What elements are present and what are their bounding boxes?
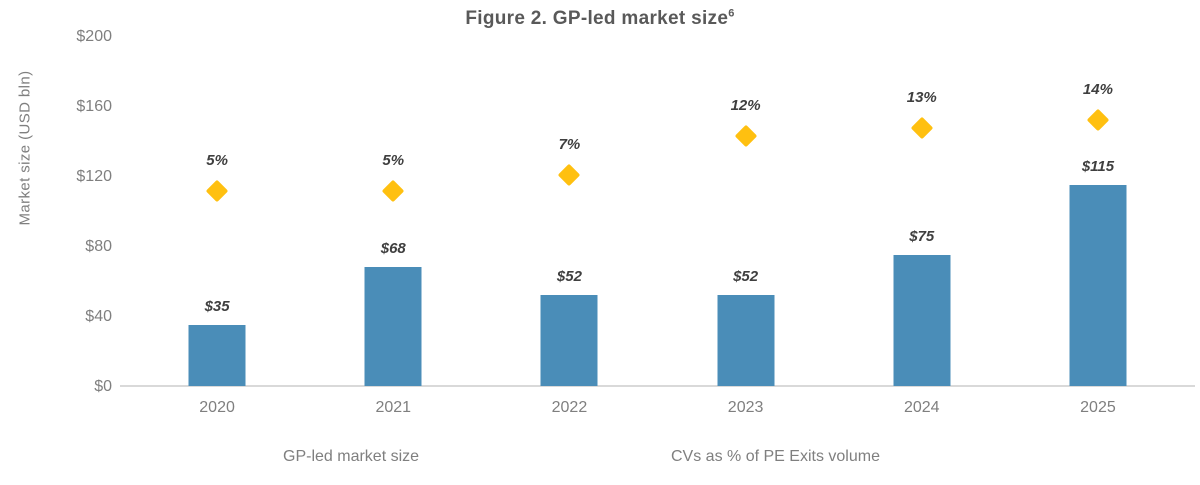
cv-percent-diamond-marker xyxy=(205,179,229,202)
x-axis-tick-label: 2023 xyxy=(727,399,764,416)
cv-percent-diamond-marker xyxy=(1086,109,1110,132)
chart-title: Figure 2. GP-led market size6 xyxy=(0,8,1200,30)
percent-data-label: 12% xyxy=(730,97,761,115)
cv-percent-diamond-marker xyxy=(734,124,757,148)
y-axis-tick-label: $160 xyxy=(76,98,112,115)
y-axis-tick-label: $200 xyxy=(76,28,112,45)
cv-percent-diamond-marker xyxy=(910,116,934,140)
chart-column-2024: $75 13% 2024 xyxy=(834,0,1010,416)
y-axis-title: Market size (USD bln) xyxy=(16,70,34,226)
x-axis-line xyxy=(120,385,1195,387)
percent-data-label: 14% xyxy=(1082,81,1113,99)
bar-value-data-label: $52 xyxy=(556,268,582,285)
x-axis-tick-label: 2020 xyxy=(199,399,235,416)
chart-column-2021: $68 5% 2021 xyxy=(305,0,481,416)
cv-percent-diamond-marker xyxy=(558,163,581,187)
chart-column-2022: $52 7% 2022 xyxy=(481,0,657,416)
yellow-diamond-legend-icon xyxy=(653,451,666,464)
plot-area: $35 5% 2020 $68 5% 2021 $52 7% 2022 $52 12% 2023 $75… xyxy=(129,0,1186,416)
y-axis-tick-label: $40 xyxy=(85,308,112,325)
chart-title-footnote-superscript: 6 xyxy=(728,7,735,20)
gp-led-market-size-bar xyxy=(540,295,598,386)
bar-value-data-label: $68 xyxy=(380,240,406,257)
bar-value-data-label: $115 xyxy=(1081,157,1115,175)
gp-led-market-size-bar xyxy=(893,254,951,386)
x-axis-tick-label: 2021 xyxy=(375,399,412,416)
legend-item-gp-led-market-size: GP-led market size xyxy=(265,444,419,470)
gp-led-market-size-bar xyxy=(1069,184,1127,386)
legend-label: CVs as % of PE Exits volume xyxy=(671,448,880,465)
percent-data-label: 5% xyxy=(382,151,405,169)
chart-column-2020: $35 5% 2020 xyxy=(129,0,305,416)
percent-data-label: 13% xyxy=(906,89,937,107)
chart-column-2025: $115 14% 2025 xyxy=(1010,0,1186,416)
gp-led-market-size-bar xyxy=(364,267,422,386)
cv-percent-diamond-marker xyxy=(381,179,405,202)
x-axis-tick-label: 2025 xyxy=(1080,399,1116,416)
legend-label: GP-led market size xyxy=(283,448,420,465)
bar-value-data-label: $52 xyxy=(733,268,759,285)
bar-value-data-label: $35 xyxy=(204,297,230,315)
y-axis-tick-label: $0 xyxy=(94,378,112,395)
gp-led-market-size-bar xyxy=(188,324,246,386)
gp-led-market-size-bar xyxy=(717,295,775,386)
percent-data-label: 7% xyxy=(558,135,581,153)
legend-item-cvs-pct-pe-exits: CVs as % of PE Exits volume xyxy=(655,444,880,470)
x-axis-tick-label: 2024 xyxy=(903,399,940,416)
chart-column-2023: $52 12% 2023 xyxy=(658,0,834,416)
y-axis-tick-label: $80 xyxy=(85,238,112,255)
y-axis-tick-label: $120 xyxy=(76,168,112,185)
blue-square-legend-icon xyxy=(265,452,276,463)
bar-value-data-label: $75 xyxy=(909,227,935,245)
chart-title-text: Figure 2. GP-led market size xyxy=(465,8,729,29)
x-axis-tick-label: 2022 xyxy=(551,399,588,416)
percent-data-label: 5% xyxy=(206,151,228,169)
chart-legend: GP-led market size CVs as % of PE Exits … xyxy=(0,444,1200,470)
